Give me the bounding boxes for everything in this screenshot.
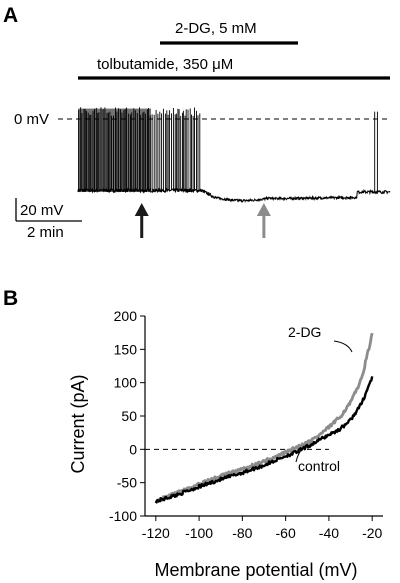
y-tick-label: 150: [114, 341, 138, 357]
treatment-label-2dg: 2-DG, 5 mM: [175, 20, 257, 37]
panel-label-a: A: [3, 4, 18, 27]
arrow-late-head: [256, 203, 271, 216]
arrow-early-head: [134, 203, 149, 216]
event-arrows: [134, 203, 271, 238]
series-leader-2dg: [333, 340, 353, 353]
x-tick-label: -120: [142, 525, 170, 541]
x-axis-title: Membrane potential (mV): [154, 560, 357, 580]
y-tick-label: 100: [114, 375, 138, 391]
y-tick-label: -100: [109, 508, 137, 524]
x-tick-label: -20: [362, 525, 382, 541]
treatment-label-tolbutamide: tolbutamide, 350 μM: [97, 56, 233, 73]
zero-mv-label: 0 mV: [14, 111, 49, 128]
voltage-trace: [77, 107, 391, 204]
y-tick-label: 50: [121, 408, 137, 424]
series-line-2-dg: [155, 332, 374, 505]
iv-series: [154, 332, 374, 505]
scalebar-time-label: 2 min: [27, 224, 64, 241]
series-label-2dg: 2-DG: [288, 324, 321, 340]
series-label-control: control: [298, 458, 340, 474]
y-tick-label: -50: [117, 475, 137, 491]
x-tick-label: -40: [319, 525, 339, 541]
x-tick-label: -80: [232, 525, 252, 541]
y-tick-label: 0: [129, 441, 137, 457]
series-line-control: [154, 376, 374, 504]
y-tick-label: 200: [114, 308, 138, 324]
x-tick-label: -100: [185, 525, 213, 541]
panel-label-b: B: [3, 287, 18, 310]
scalebar-voltage-label: 20 mV: [20, 202, 63, 219]
trace-recovery-spikes: [374, 111, 378, 192]
y-axis-title: Current (pA): [68, 374, 88, 473]
trace-burst-fill: [78, 108, 152, 192]
x-tick-label: -60: [276, 525, 296, 541]
series-leader-control: [295, 445, 306, 463]
